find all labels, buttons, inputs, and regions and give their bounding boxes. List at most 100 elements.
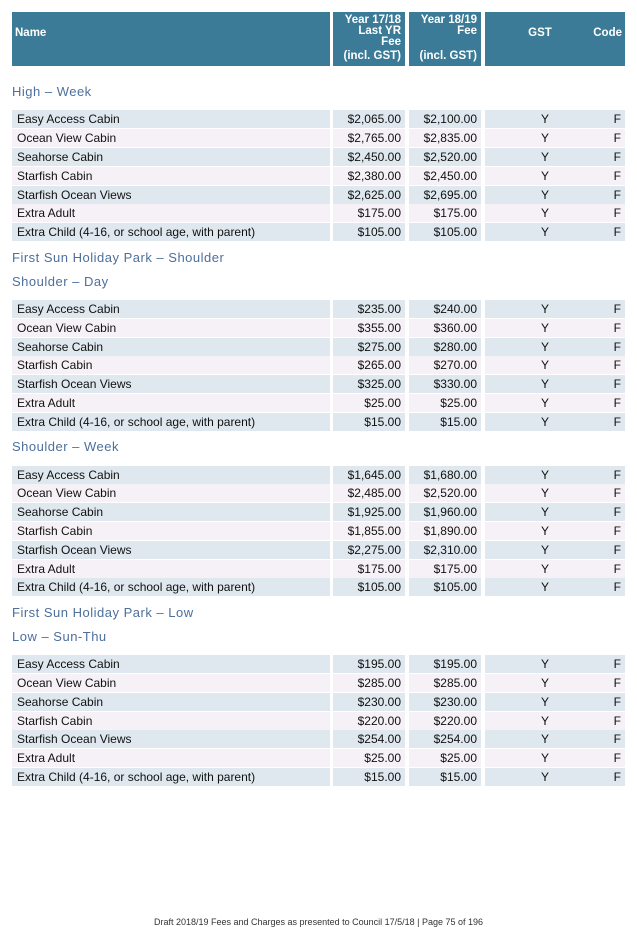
cell-text: $265.00 [357,358,401,373]
cell-text: Starfish Cabin [17,358,93,373]
cell-text: $285.00 [433,676,477,690]
name-cell: Starfish Cabin [12,166,330,185]
cell-text: Starfish Cabin [17,713,93,728]
header-text: GST [528,27,552,39]
section-heading: First Sun Holiday Park – Low [12,604,194,620]
fee-cell: $175.00 [333,559,405,578]
name-cell: Starfish Cabin [12,522,330,540]
cell-text: F [613,187,621,202]
name-cell: Extra Child (4-16, or school age, with p… [12,412,330,431]
cell-text: F [613,396,621,410]
header-text: Fee [457,25,477,37]
fee-cell: $230.00 [409,692,481,711]
fee-cell: $25.00 [409,749,481,768]
cell-text: Seahorse Cabin [17,150,104,164]
fee-cell: $2,835.00 [409,129,481,148]
fee-cell: $330.00 [409,375,481,394]
fee-cell: $2,485.00 [333,484,405,503]
cell-text: Y [541,751,550,766]
cell-text: F [613,524,621,538]
fee-cell: $105.00 [409,578,481,597]
cell-text: $175.00 [357,561,401,576]
cell-text: F [613,302,621,316]
cell-text: Y [541,187,550,202]
cell-text: Ocean View Cabin [17,676,117,690]
cell-text: F [613,561,621,576]
cell-text: $1,925.00 [347,505,401,520]
cell-text: F [613,414,621,429]
cell-text: Extra Adult [17,561,76,576]
cell-text: F [613,751,621,766]
cell-text: F [613,320,621,335]
cell-text: Y [541,168,550,183]
cell-text: Y [541,112,550,127]
cell-text: $2,520.00 [423,486,477,501]
name-cell: Starfish Ocean Views [12,185,330,204]
cell-text: Y [541,486,550,501]
cell-text: Ocean View Cabin [17,320,117,335]
name-cell: Starfish Cabin [12,356,330,375]
cell-text: F [613,676,621,690]
cell-text: $25.00 [440,396,477,410]
cell-text: Easy Access Cabin [17,467,120,482]
cell-text: $254.00 [433,732,477,747]
cell-text: $105.00 [357,225,401,240]
cell-text: $195.00 [433,657,477,672]
cell-text: Y [541,339,550,354]
name-cell: Ocean View Cabin [12,484,330,503]
cell-text: F [613,505,621,520]
fee-cell: $1,890.00 [409,522,481,540]
cell-text: Starfish Cabin [17,168,93,183]
cell-text: F [613,377,621,392]
cell-text: F [613,732,621,747]
fee-cell: $1,855.00 [333,522,405,540]
fee-cell: $275.00 [333,337,405,356]
cell-text: Y [541,320,550,335]
cell-text: $235.00 [357,302,401,316]
cell-text: $105.00 [433,580,477,595]
fee-cell: $15.00 [333,412,405,431]
cell-text: $2,275.00 [347,542,401,557]
cell-text: $15.00 [364,770,401,784]
cell-text: Y [541,732,550,747]
cell-text: F [613,467,621,482]
cell-text: $2,520.00 [423,150,477,164]
name-cell: Easy Access Cabin [12,655,330,674]
cell-text: Y [541,542,550,557]
cell-text: Y [541,414,550,429]
cell-text: $240.00 [433,302,477,316]
cell-text: $2,450.00 [347,150,401,164]
fee-cell: $175.00 [409,204,481,223]
cell-text: $175.00 [357,206,401,221]
cell-text: F [613,713,621,728]
cell-text: $220.00 [357,713,401,728]
name-cell: Ocean View Cabin [12,129,330,148]
cell-text: $25.00 [440,751,477,766]
fee-cell: $2,380.00 [333,166,405,185]
cell-text: $2,100.00 [423,112,477,127]
cell-text: F [613,131,621,146]
fee-cell: $235.00 [333,300,405,318]
fee-cell: $220.00 [409,711,481,730]
section-heading: First Sun Holiday Park – Shoulder [12,249,225,265]
name-cell: Seahorse Cabin [12,337,330,356]
fee-cell: $2,310.00 [409,540,481,559]
header-text: Year 18/19 [420,14,477,26]
cell-text: $355.00 [357,320,401,335]
cell-text: F [613,694,621,709]
cell-text: $2,625.00 [347,187,401,202]
cell-text: Extra Adult [17,751,76,766]
cell-text: Extra Child (4-16, or school age, with p… [17,580,256,595]
